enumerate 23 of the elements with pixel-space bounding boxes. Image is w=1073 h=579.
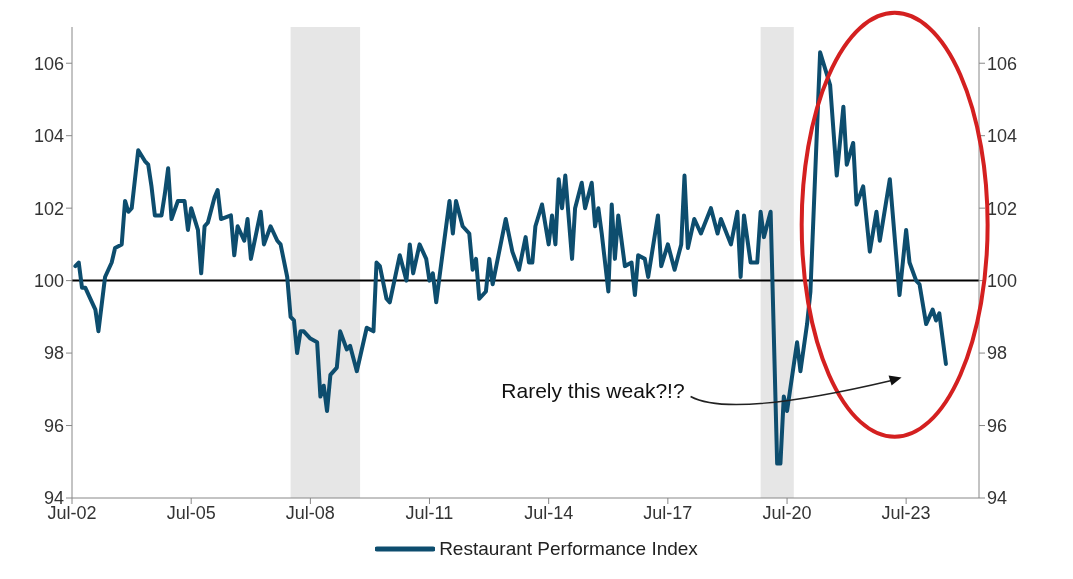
- line-series: [73, 50, 948, 466]
- y-tick-label: 96: [43, 415, 64, 436]
- x-tick-label: Jul-23: [881, 502, 931, 523]
- y2-tick-label: 98: [987, 343, 1008, 364]
- y2-tick-label: 94: [987, 488, 1008, 509]
- x-tick-label: Jul-17: [643, 502, 693, 523]
- y2-tick-label: 96: [987, 415, 1008, 436]
- x-tick-label: Jul-08: [285, 502, 335, 523]
- y2-tick-label: 100: [987, 271, 1018, 292]
- y-tick-label: 100: [33, 271, 64, 292]
- x-tick-label: Jul-05: [166, 502, 216, 523]
- x-tick-label: Jul-20: [762, 502, 812, 523]
- y-tick-label: 102: [33, 198, 64, 219]
- y-tick-label: 106: [33, 53, 64, 74]
- y2-tick-label: 102: [987, 198, 1018, 219]
- y2-tick-label: 106: [987, 53, 1018, 74]
- y-tick-label: 98: [43, 343, 64, 364]
- x-tick-label: Jul-14: [524, 502, 574, 523]
- legend-label: Restaurant Performance Index: [439, 538, 698, 560]
- x-tick-label: Jul-11: [405, 502, 454, 523]
- annotation: Rarely this weak?!?: [501, 379, 685, 403]
- y2-tick-label: 104: [987, 126, 1018, 147]
- y-tick-label: 104: [33, 126, 64, 147]
